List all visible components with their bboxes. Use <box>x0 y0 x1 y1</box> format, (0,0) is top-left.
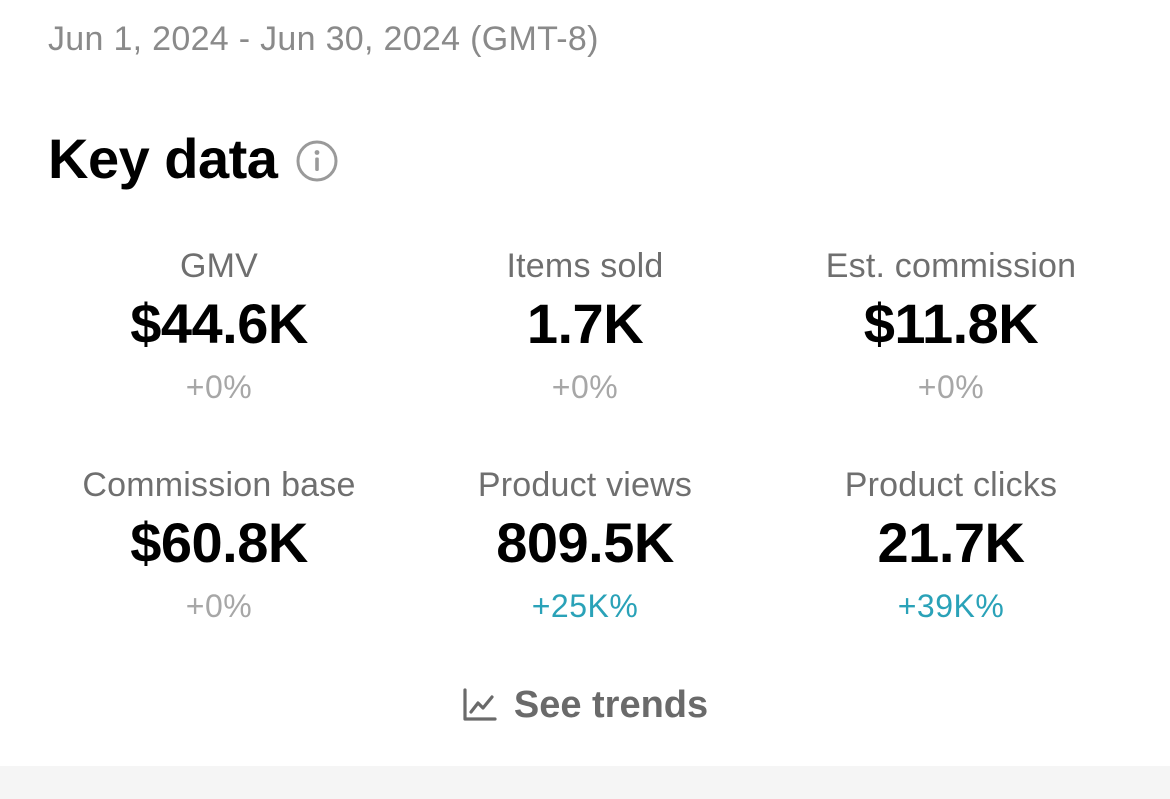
metric-label: Commission base <box>82 466 356 504</box>
metric-label: Product clicks <box>844 466 1058 504</box>
metric-commission-base: Commission base $60.8K +0% <box>36 459 402 678</box>
metric-change: +0% <box>185 588 253 624</box>
metric-label: GMV <box>179 247 259 285</box>
date-range[interactable]: Jun 1, 2024 - Jun 30, 2024 (GMT-8) <box>48 20 599 58</box>
metric-value: 1.7K <box>526 292 644 355</box>
metric-value: $11.8K <box>863 292 1039 355</box>
metric-value: 21.7K <box>877 511 1025 574</box>
metric-change: +39K% <box>897 588 1005 624</box>
metric-change: +0% <box>185 369 253 405</box>
metric-product-views: Product views 809.5K +25K% <box>402 459 768 678</box>
see-trends-label: See trends <box>513 684 709 726</box>
metric-label: Est. commission <box>825 247 1077 285</box>
metric-change: +25K% <box>531 588 639 624</box>
metric-product-clicks: Product clicks 21.7K +39K% <box>768 459 1134 678</box>
section-title: Key data <box>48 127 278 190</box>
metric-change: +0% <box>551 369 619 405</box>
section-divider <box>0 766 1170 799</box>
metric-items-sold: Items sold 1.7K +0% <box>402 240 768 459</box>
metric-label: Items sold <box>506 247 664 285</box>
metric-est-commission: Est. commission $11.8K +0% <box>768 240 1134 459</box>
metric-label: Product views <box>477 466 693 504</box>
line-chart-icon <box>462 687 498 723</box>
metrics-grid: GMV $44.6K +0% Items sold 1.7K +0% Est. … <box>36 240 1134 678</box>
metric-change: +0% <box>917 369 985 405</box>
section-header: Key data <box>48 126 339 192</box>
metric-value: 809.5K <box>496 511 674 574</box>
metric-value: $44.6K <box>130 292 308 355</box>
see-trends-button[interactable]: See trends <box>0 680 1170 730</box>
info-circle-icon[interactable] <box>295 139 339 183</box>
metric-gmv: GMV $44.6K +0% <box>36 240 402 459</box>
metric-value: $60.8K <box>130 511 308 574</box>
